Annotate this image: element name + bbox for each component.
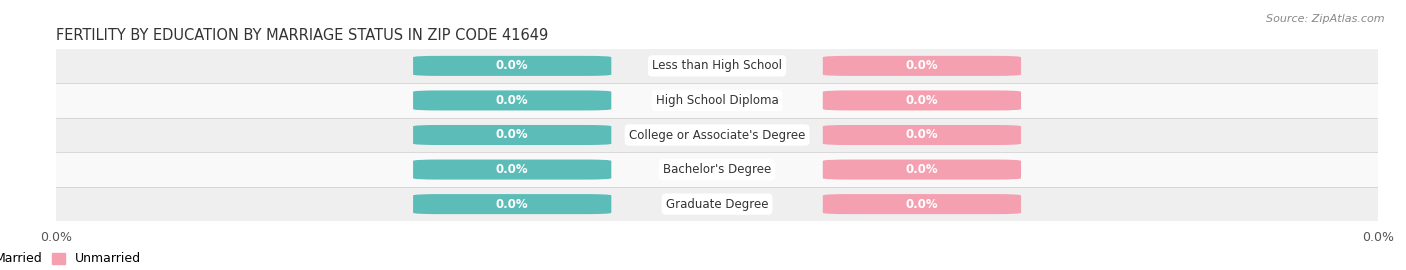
FancyBboxPatch shape <box>413 56 612 76</box>
FancyBboxPatch shape <box>56 83 1378 118</box>
FancyBboxPatch shape <box>413 90 612 110</box>
Text: FERTILITY BY EDUCATION BY MARRIAGE STATUS IN ZIP CODE 41649: FERTILITY BY EDUCATION BY MARRIAGE STATU… <box>56 28 548 43</box>
FancyBboxPatch shape <box>56 187 1378 221</box>
Text: 0.0%: 0.0% <box>496 94 529 107</box>
Text: Graduate Degree: Graduate Degree <box>666 198 768 211</box>
FancyBboxPatch shape <box>823 56 1021 76</box>
FancyBboxPatch shape <box>823 90 1021 110</box>
Text: 0.0%: 0.0% <box>905 198 938 211</box>
Text: High School Diploma: High School Diploma <box>655 94 779 107</box>
Text: 0.0%: 0.0% <box>905 59 938 72</box>
FancyBboxPatch shape <box>56 49 1378 83</box>
FancyBboxPatch shape <box>823 194 1021 214</box>
Text: Source: ZipAtlas.com: Source: ZipAtlas.com <box>1267 14 1385 23</box>
Legend: Married, Unmarried: Married, Unmarried <box>0 247 146 270</box>
FancyBboxPatch shape <box>413 125 612 145</box>
FancyBboxPatch shape <box>56 152 1378 187</box>
FancyBboxPatch shape <box>823 125 1021 145</box>
FancyBboxPatch shape <box>413 160 612 180</box>
FancyBboxPatch shape <box>56 118 1378 152</box>
FancyBboxPatch shape <box>413 194 612 214</box>
Text: 0.0%: 0.0% <box>496 163 529 176</box>
Text: 0.0%: 0.0% <box>496 129 529 141</box>
Text: Less than High School: Less than High School <box>652 59 782 72</box>
Text: 0.0%: 0.0% <box>496 59 529 72</box>
Text: Bachelor's Degree: Bachelor's Degree <box>664 163 770 176</box>
Text: 0.0%: 0.0% <box>905 129 938 141</box>
Text: College or Associate's Degree: College or Associate's Degree <box>628 129 806 141</box>
Text: 0.0%: 0.0% <box>905 94 938 107</box>
Text: 0.0%: 0.0% <box>496 198 529 211</box>
FancyBboxPatch shape <box>823 160 1021 180</box>
Text: 0.0%: 0.0% <box>905 163 938 176</box>
